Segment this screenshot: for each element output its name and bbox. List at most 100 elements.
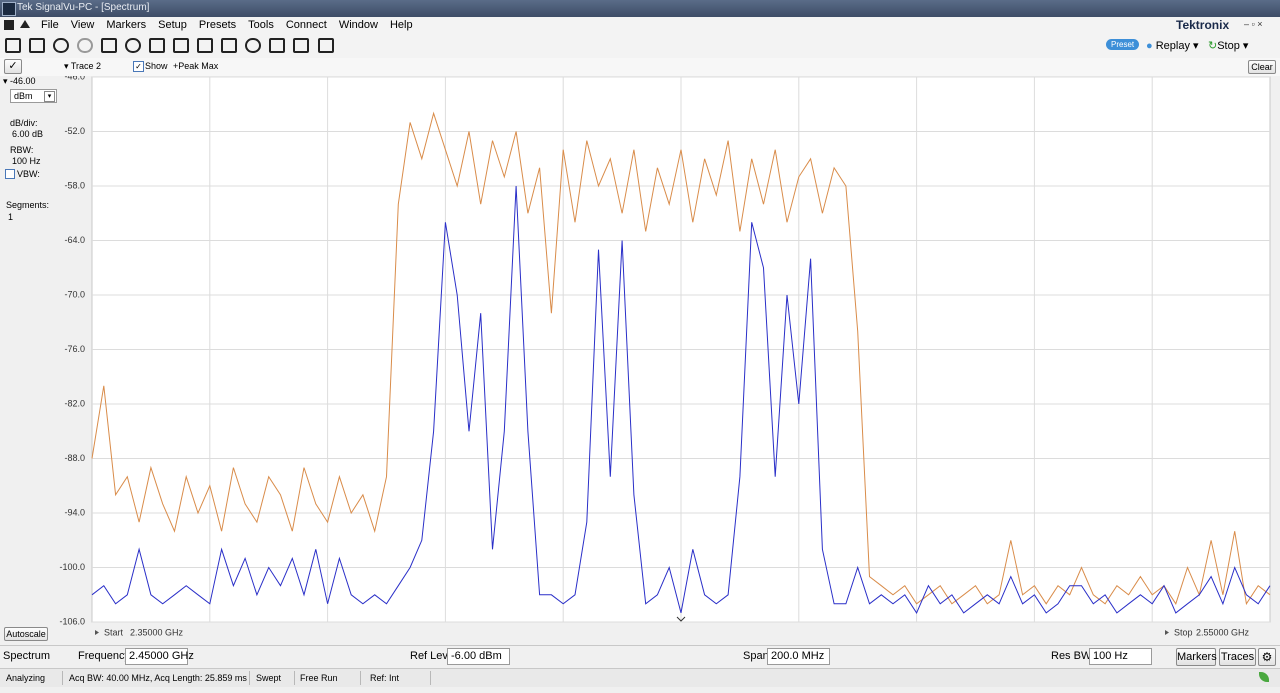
status-cell: Analyzing bbox=[0, 671, 63, 685]
replay-label: Replay bbox=[1155, 40, 1190, 52]
unit-value: dBm bbox=[14, 91, 33, 101]
open-icon[interactable] bbox=[5, 38, 21, 53]
status-cell: Free Run bbox=[294, 671, 361, 685]
pulse-icon[interactable] bbox=[318, 38, 334, 53]
show-label: Show bbox=[145, 61, 168, 71]
redo-icon[interactable] bbox=[77, 38, 93, 53]
center-marker bbox=[676, 616, 686, 622]
window-controls[interactable]: – ▫ × bbox=[1244, 19, 1263, 29]
trace-name: Trace 2 bbox=[70, 61, 102, 71]
wave-icon[interactable] bbox=[197, 38, 213, 53]
y-tick-label: -58.0 bbox=[64, 180, 85, 190]
window-title: Tek SignalVu-PC - [Spectrum] bbox=[17, 2, 150, 13]
replay-button[interactable]: ● Replay ▾ bbox=[1146, 40, 1199, 52]
start-value: 2.35000 GHz bbox=[130, 627, 184, 637]
traces-button[interactable]: Traces bbox=[1219, 648, 1256, 666]
save-icon[interactable] bbox=[29, 38, 45, 53]
frequency-field[interactable]: 2.45000 GHz bbox=[125, 648, 194, 665]
audio-icon[interactable] bbox=[269, 38, 285, 53]
undo-icon[interactable] bbox=[53, 38, 69, 53]
y-tick-label: -82.0 bbox=[64, 398, 85, 408]
menu: File View Markers Setup Presets Tools Connect W… bbox=[41, 19, 425, 31]
stop-label: Stop bbox=[1217, 40, 1240, 52]
stop-value: 2.55000 GHz bbox=[1196, 627, 1250, 637]
start-label: Start bbox=[104, 627, 124, 637]
print-icon[interactable] bbox=[101, 38, 117, 53]
vbw-label: VBW: bbox=[17, 169, 40, 179]
trace-line bbox=[91, 185, 1271, 614]
ref-level-value: -46.00 bbox=[10, 76, 36, 86]
span-label: Span bbox=[743, 650, 769, 662]
trace-bar: ✓ ▾ Trace 2 ✓ Show +Peak Max Clear bbox=[0, 58, 1280, 76]
start-icon bbox=[95, 630, 99, 635]
markers-button[interactable]: Markers bbox=[1176, 648, 1217, 666]
rbw-value: 100 Hz bbox=[12, 156, 41, 166]
app-logo bbox=[4, 20, 14, 30]
rbw-label: RBW: bbox=[10, 145, 34, 155]
res-bw-field[interactable]: 100 Hz bbox=[1089, 648, 1152, 665]
status-leaf-icon bbox=[1259, 672, 1269, 682]
y-tick-label: -106.0 bbox=[59, 616, 85, 626]
detection-label: +Peak Max bbox=[173, 61, 219, 71]
menu-item[interactable]: Window bbox=[338, 19, 378, 31]
frequency-label: Frequency bbox=[78, 650, 130, 662]
db-div-value: 6.00 dB bbox=[12, 129, 44, 139]
clear-button[interactable]: Clear bbox=[1248, 60, 1276, 74]
preset-button[interactable]: Preset bbox=[1106, 39, 1140, 50]
replay-dot: ● bbox=[1146, 40, 1153, 52]
menu-item[interactable]: Help bbox=[389, 19, 413, 31]
gear-button[interactable]: ⚙ bbox=[1258, 648, 1276, 666]
demod-icon[interactable] bbox=[221, 38, 237, 53]
left-panel: ▾ -46.00 dBm ▾ dB/div: 6.00 dB RBW: 100 H… bbox=[0, 76, 60, 226]
stop-icon: ↻ bbox=[1208, 40, 1218, 52]
db-div-label: dB/div: bbox=[10, 118, 38, 128]
segments-value: 1 bbox=[8, 212, 14, 222]
menu-item[interactable]: Setup bbox=[158, 19, 187, 31]
ref-lev-label: Ref Lev bbox=[410, 650, 448, 662]
menu-item[interactable]: Markers bbox=[106, 19, 147, 31]
y-tick-label: -52.0 bbox=[64, 126, 85, 136]
ref-level: ▾ -46.00 bbox=[3, 76, 36, 86]
measure-icon[interactable] bbox=[173, 38, 189, 53]
record-icon[interactable] bbox=[293, 38, 309, 53]
trace-check-button[interactable]: ✓ bbox=[4, 59, 22, 74]
brand: Tektronix bbox=[1176, 18, 1230, 32]
trace-select[interactable]: ▾ Trace 2 bbox=[64, 61, 102, 71]
span-field[interactable]: 200.0 MHz bbox=[767, 648, 830, 665]
y-tick-label: -94.0 bbox=[64, 507, 85, 517]
status-cell: Acq BW: 40.00 MHz, Acq Length: 25.859 ms bbox=[63, 671, 250, 685]
eject-icon bbox=[20, 20, 30, 28]
toolbar: Preset ● Replay ▾ ↻Stop ▾ bbox=[0, 34, 1280, 59]
y-tick-label: -46.0 bbox=[64, 71, 85, 81]
show-checkbox[interactable]: ✓ bbox=[133, 61, 144, 72]
segments-label: Segments: bbox=[6, 200, 50, 210]
vbw-checkbox[interactable] bbox=[5, 169, 15, 179]
status-cell: Ref: Int bbox=[364, 671, 431, 685]
y-tick-label: -100.0 bbox=[59, 562, 85, 572]
antenna-icon[interactable] bbox=[245, 38, 261, 53]
status-cell: Swept bbox=[250, 671, 295, 685]
menu-item[interactable]: Tools bbox=[248, 19, 274, 31]
menu-item[interactable]: View bbox=[70, 19, 95, 31]
y-tick-label: -88.0 bbox=[64, 453, 85, 463]
unit-select[interactable]: dBm ▾ bbox=[10, 89, 57, 103]
trigger-icon[interactable] bbox=[149, 38, 165, 53]
ref-lev-field[interactable]: -6.00 dBm bbox=[447, 648, 510, 665]
status-bar: Analyzing Acq BW: 40.00 MHz, Acq Length:… bbox=[0, 668, 1280, 687]
stop-label: Stop bbox=[1174, 627, 1193, 637]
title-bar: Tek SignalVu-PC - [Spectrum] bbox=[0, 0, 1280, 17]
stop-icon bbox=[1165, 630, 1169, 635]
stop-button[interactable]: ↻Stop ▾ bbox=[1208, 40, 1249, 52]
menu-bar: File View Markers Setup Presets Tools Connect W… bbox=[0, 17, 1280, 34]
menu-item[interactable]: File bbox=[41, 19, 59, 31]
view-name: Spectrum bbox=[3, 650, 51, 662]
res-bw-label: Res BW bbox=[1051, 650, 1092, 662]
menu-item[interactable]: Connect bbox=[285, 19, 327, 31]
autoscale-button[interactable]: Autoscale bbox=[4, 627, 48, 641]
y-tick-label: -76.0 bbox=[64, 344, 85, 354]
y-tick-label: -64.0 bbox=[64, 235, 85, 245]
settings-icon[interactable] bbox=[125, 38, 141, 53]
menu-item[interactable]: Presets bbox=[198, 19, 237, 31]
